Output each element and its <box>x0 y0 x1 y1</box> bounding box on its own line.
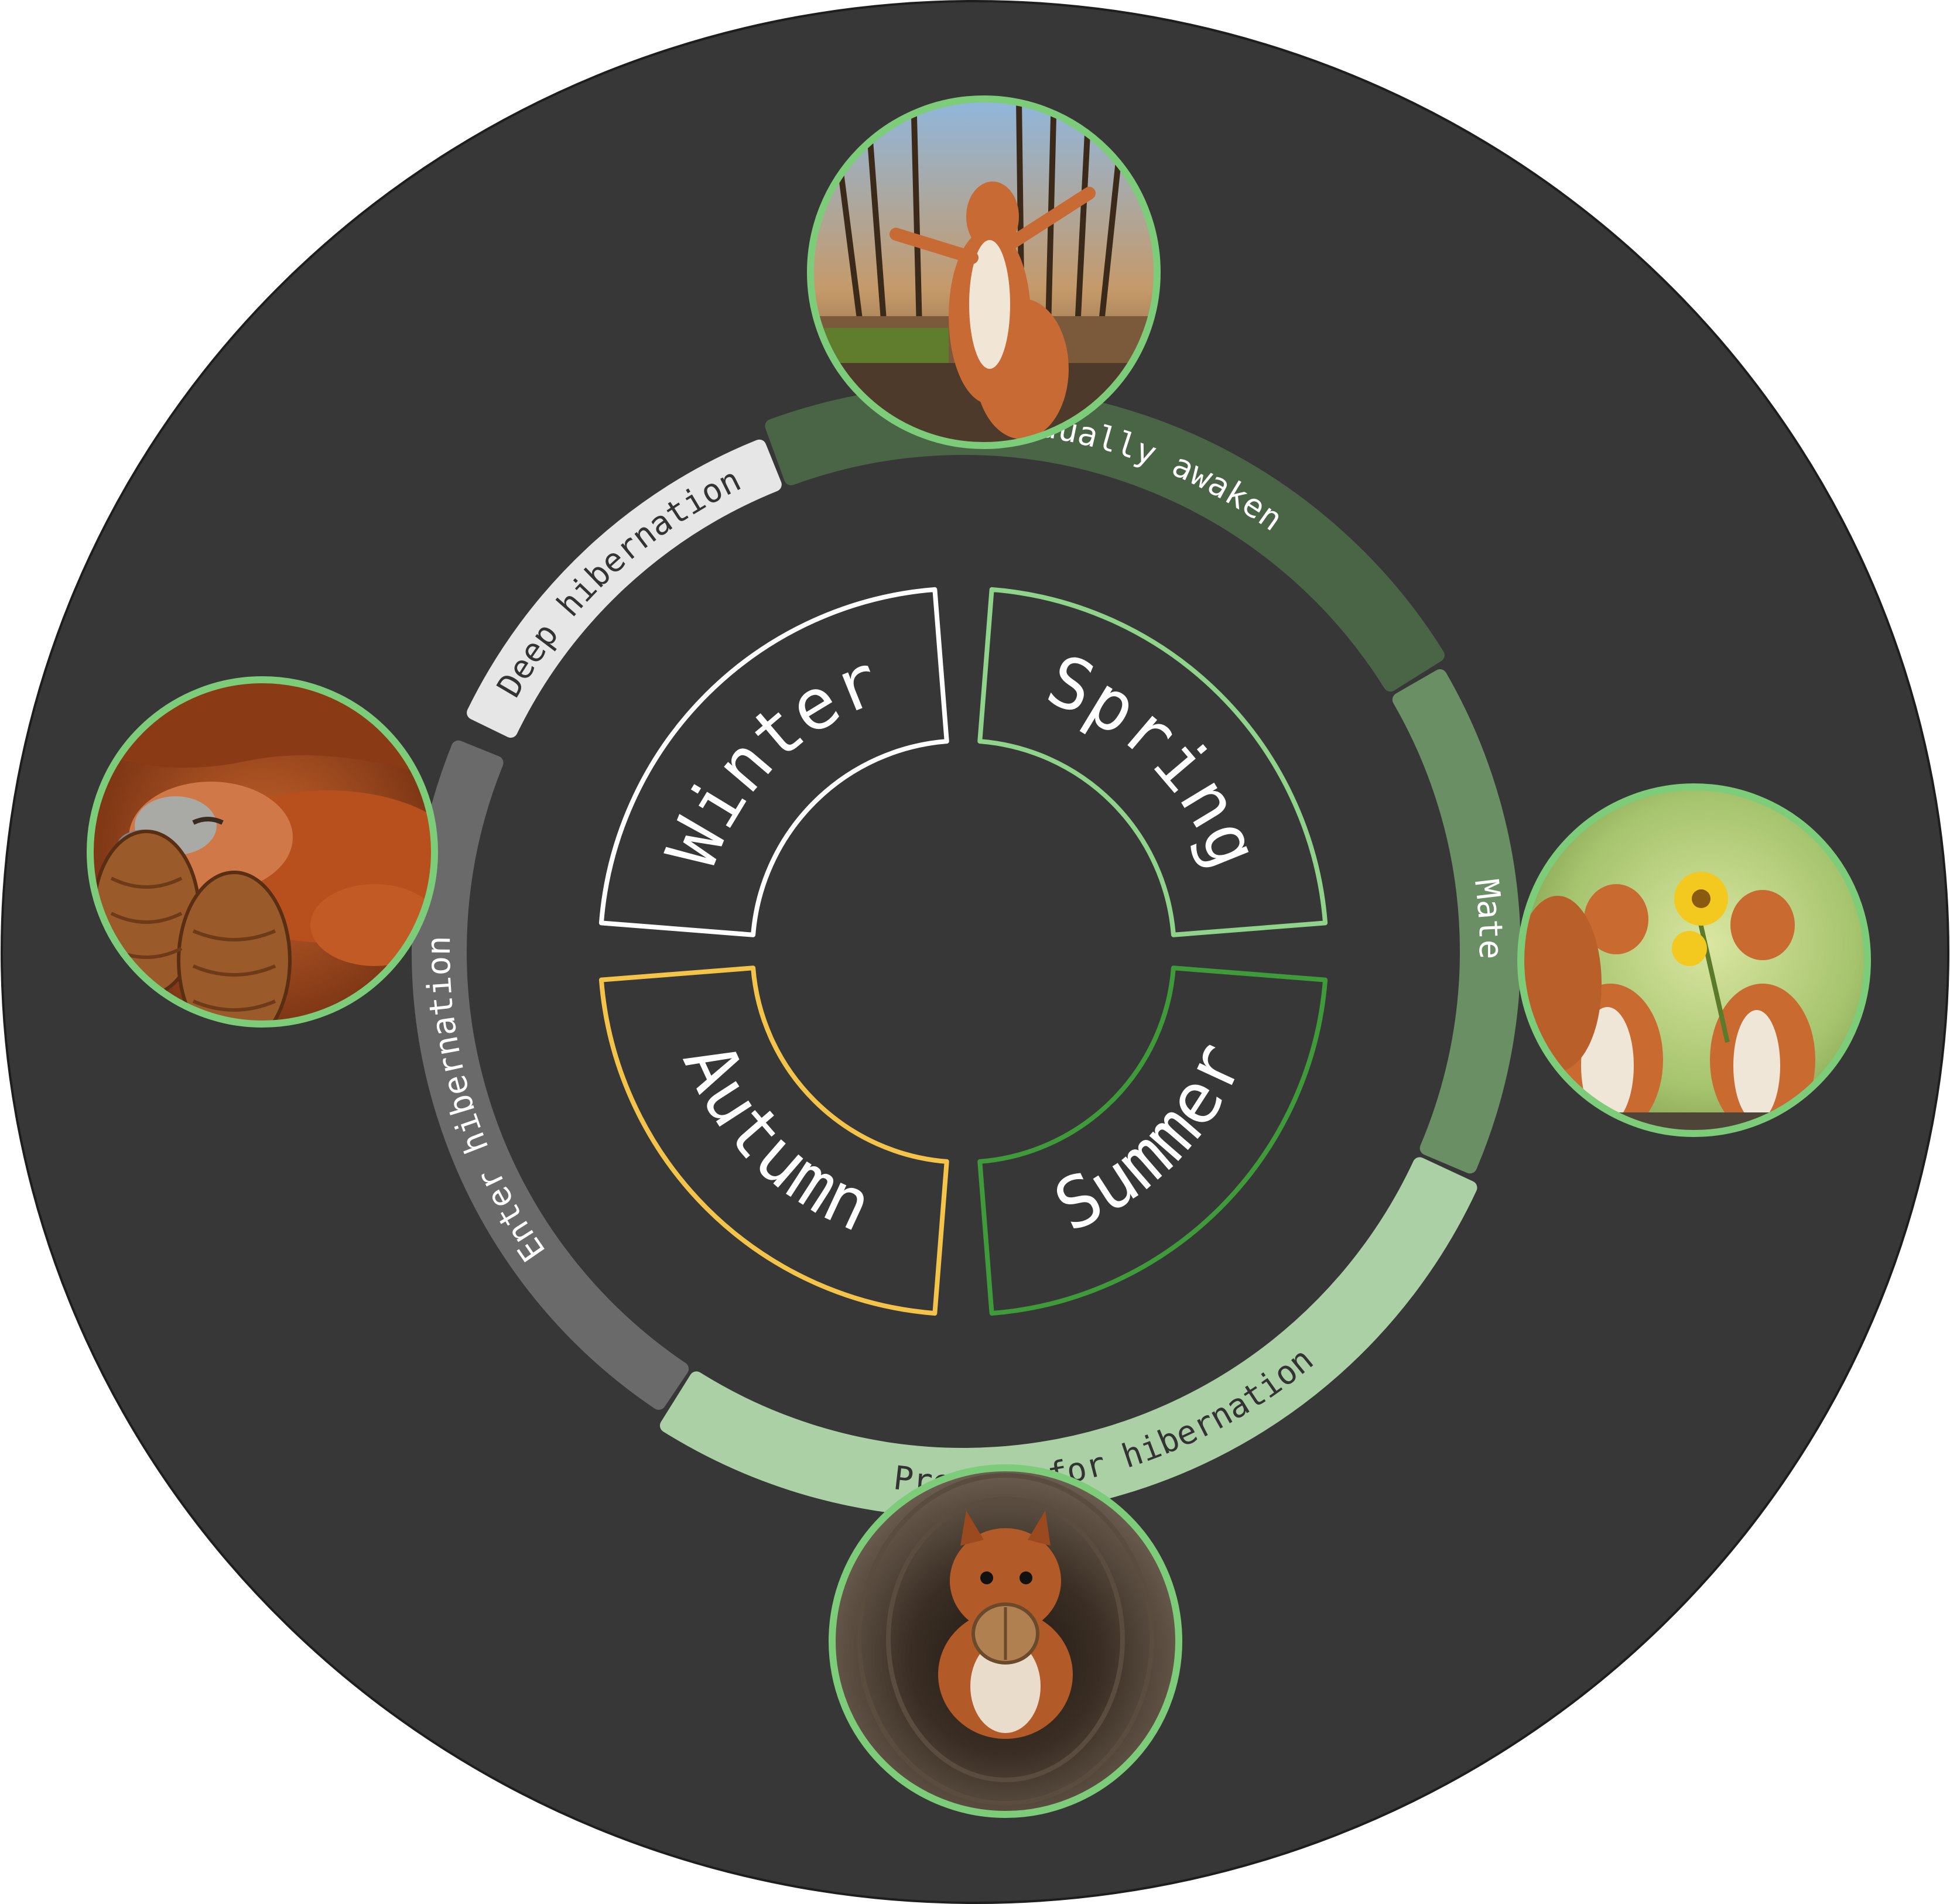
season-segment-winter <box>598 587 949 937</box>
activity-band-enter-hibernation <box>412 740 689 1410</box>
photo-spring-stretching-squirrel <box>807 95 1161 449</box>
photo-winter-sleeping-squirrel <box>87 676 438 1028</box>
activity-band-mate <box>1392 669 1521 1174</box>
activity-mate: Mate <box>1392 669 1521 1174</box>
photo-autumn-squirrel-walnut <box>829 1464 1182 1818</box>
photo-summer-two-squirrels-flower <box>1517 783 1871 1137</box>
season-segment-autumn <box>598 965 949 1316</box>
season-segment-summer <box>977 965 1328 1316</box>
activity-band-deep-hibernation <box>467 439 782 738</box>
season-segment-spring <box>977 587 1328 937</box>
activity-band-prepare-for-hibernation <box>659 1157 1477 1518</box>
